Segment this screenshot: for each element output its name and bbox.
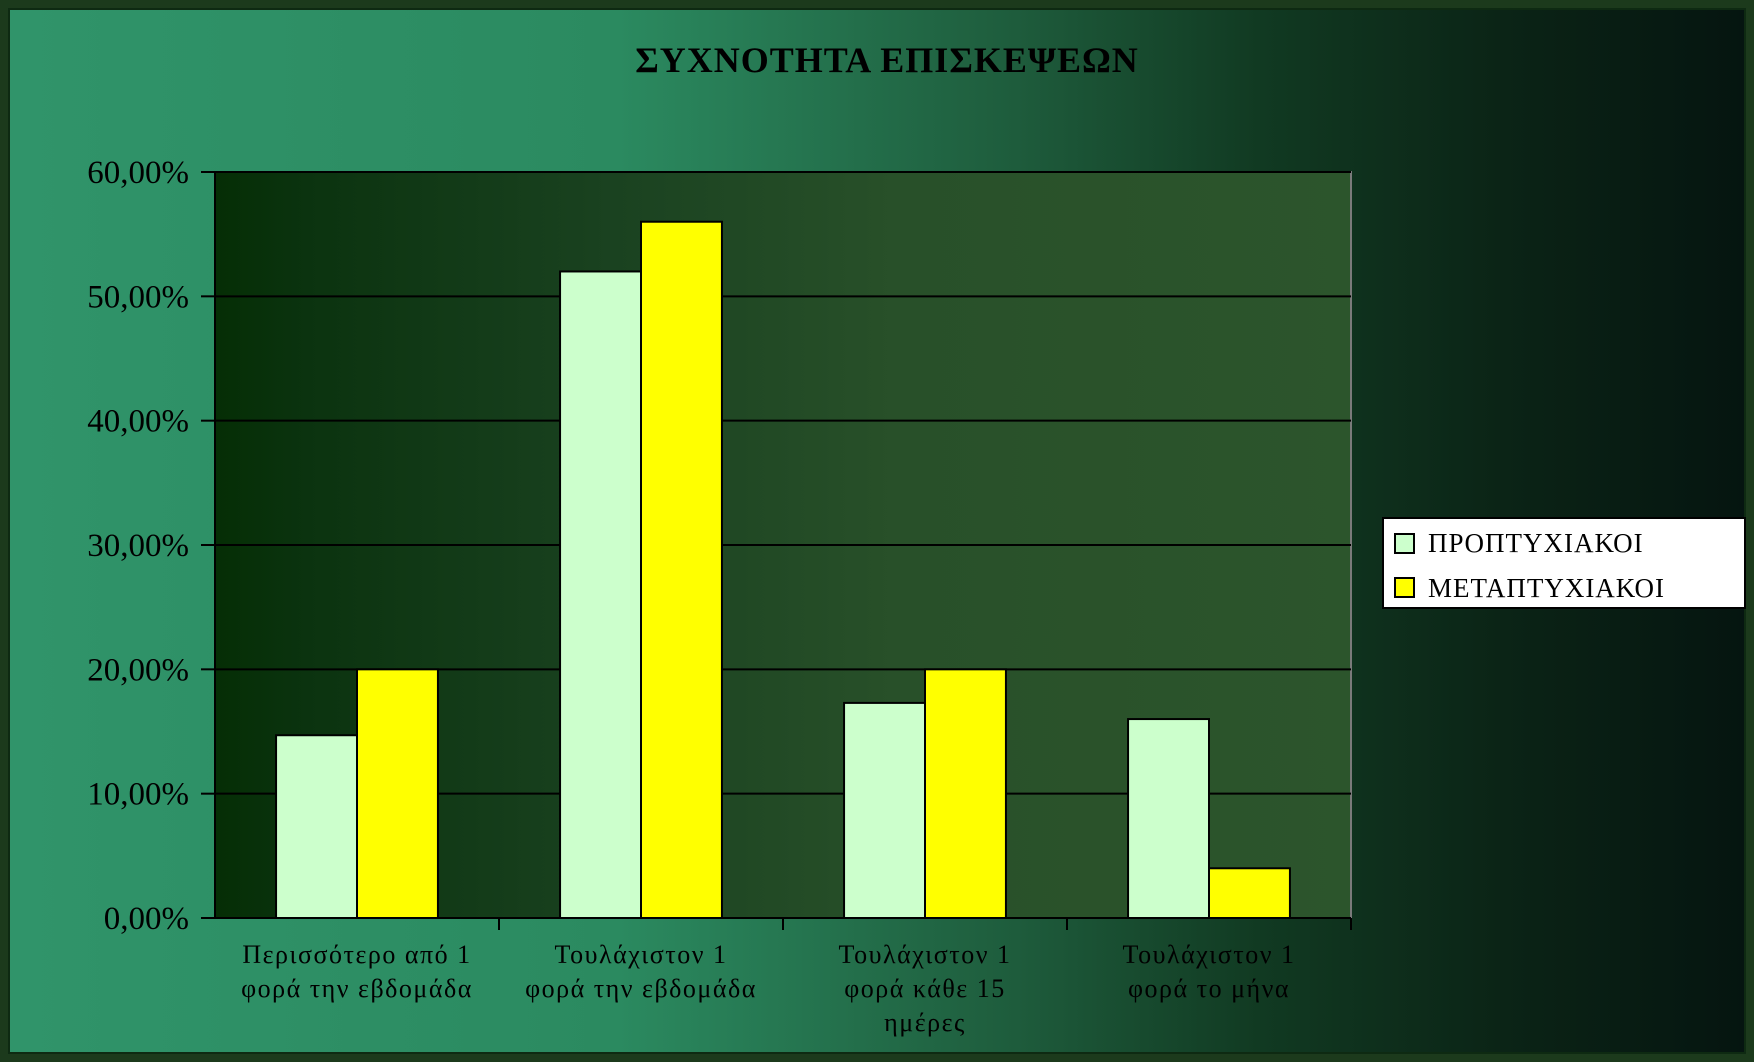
bar-postgraduate-2 — [924, 668, 1007, 919]
x-category-label: φορά την εβδομάδα — [525, 974, 757, 1003]
y-tick-label: 30,00% — [87, 528, 189, 564]
y-axis-tick-labels: 0,00% 10,00% 20,00% 30,00% 40,00% 50,00% 60,00… — [87, 155, 189, 937]
bar-postgraduate-1 — [640, 220, 723, 919]
bar-postgraduate-0 — [356, 668, 439, 919]
y-tick-label: 10,00% — [87, 777, 189, 813]
legend-label-undergraduate: ΠΡΟΠΤΥΧΙΑΚΟΙ — [1428, 528, 1644, 558]
axes — [201, 171, 1352, 930]
x-category-label: Τουλάχιστον 1 — [839, 940, 1012, 969]
bar-postgraduate-3 — [1208, 867, 1291, 919]
bars — [275, 220, 1291, 919]
bar-undergraduate-2 — [843, 701, 926, 919]
x-category-label: φορά κάθε 15 — [844, 974, 1005, 1003]
x-category-label: Τουλάχιστον 1 — [1123, 940, 1296, 969]
chart-title: ΣΥΧΝΟΤΗΤΑ ΕΠΙΣΚΕΨΕΩΝ — [635, 40, 1139, 80]
x-category-label: Τουλάχιστον 1 — [555, 940, 728, 969]
y-tick-label: 60,00% — [87, 155, 189, 191]
bar-undergraduate-3 — [1127, 718, 1211, 919]
legend-swatch-postgraduate — [1394, 577, 1415, 598]
x-axis-category-labels: Περισσότερο από 1 φορά την εβδομάδα Τουλάχ… — [241, 940, 1296, 1037]
bar-undergraduate-1 — [559, 270, 642, 919]
x-category-label: φορά την εβδομάδα — [241, 974, 473, 1003]
y-tick-label: 0,00% — [104, 901, 189, 937]
legend-label-postgraduate: ΜΕΤΑΠΤΥΧΙΑΚΟΙ — [1428, 573, 1665, 603]
y-tick-label: 50,00% — [87, 279, 189, 315]
x-category-label: Περισσότερο από 1 — [242, 940, 471, 969]
y-tick-label: 40,00% — [87, 404, 189, 440]
legend-swatch-undergraduate — [1394, 533, 1415, 554]
x-category-label: φορά το μήνα — [1128, 974, 1290, 1003]
bar-undergraduate-0 — [275, 734, 358, 919]
y-tick-label: 20,00% — [87, 652, 189, 688]
x-category-label: ημέρες — [884, 1008, 966, 1037]
legend: ΠΡΟΠΤΥΧΙΑΚΟΙ ΜΕΤΑΠΤΥΧΙΑΚΟΙ — [1382, 517, 1746, 609]
legend-box — [1382, 517, 1746, 609]
